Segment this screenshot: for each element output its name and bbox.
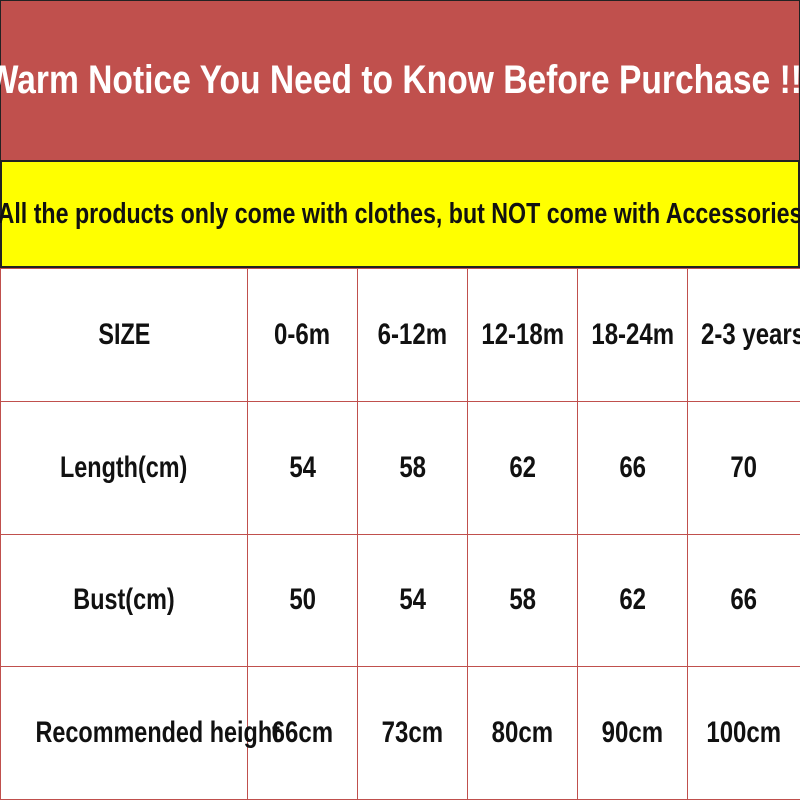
notice-title-banner: Warm Notice You Need to Know Before Purc… (0, 0, 800, 161)
row-label: Length(cm) (0, 400, 248, 535)
table-cell: 80cm (467, 666, 578, 800)
row-label-text: Length(cm) (60, 450, 188, 484)
table-cell: 54 (247, 400, 358, 535)
cell-value: 100cm (706, 716, 782, 750)
table-cell: 70 (687, 400, 800, 535)
row-label-text: Recommended height (35, 716, 280, 750)
accessories-notice-banner: All the products only come with clothes,… (0, 161, 800, 268)
column-header: 18-24m (577, 268, 688, 402)
cell-value: 62 (509, 450, 536, 484)
column-header: 6-12m (357, 268, 468, 402)
column-header-text: 2-3 years (701, 317, 800, 351)
cell-value: 58 (509, 583, 536, 617)
table-row: Length(cm) 54 58 62 66 70 (0, 400, 800, 535)
column-header: SIZE (0, 268, 248, 402)
cell-value: 66 (730, 583, 758, 617)
notice-title: Warm Notice You Need to Know Before Purc… (0, 58, 800, 102)
column-header-text: 6-12m (377, 317, 448, 351)
column-header: 0-6m (247, 268, 358, 402)
table-cell: 62 (577, 533, 688, 668)
table-row: Recommended height 66cm 73cm 80cm 90cm 1… (0, 666, 800, 800)
size-chart-table: SIZE 0-6m 6-12m 12-18m 18-24m 2-3 years … (0, 268, 800, 800)
table-cell: 54 (357, 533, 468, 668)
column-header: 2-3 years (687, 268, 800, 402)
table-cell: 58 (357, 400, 468, 535)
cell-value: 80cm (491, 716, 554, 750)
column-header: 12-18m (467, 268, 578, 402)
column-header-text: 0-6m (274, 317, 331, 351)
cell-value: 54 (399, 583, 426, 617)
row-label-text: Bust(cm) (73, 583, 175, 617)
table-cell: 90cm (577, 666, 688, 800)
table-cell: 62 (467, 400, 578, 535)
cell-value: 50 (289, 583, 316, 617)
cell-value: 73cm (381, 716, 444, 750)
table-cell: 50 (247, 533, 358, 668)
cell-value: 54 (289, 450, 316, 484)
accessories-notice: All the products only come with clothes,… (0, 197, 800, 230)
table-cell: 66 (577, 400, 688, 535)
column-header-text: 12-18m (481, 317, 564, 351)
cell-value: 66cm (271, 716, 334, 750)
row-label: Bust(cm) (0, 533, 248, 668)
table-cell: 100cm (687, 666, 800, 800)
table-cell: 66 (687, 533, 800, 668)
column-header-text: 18-24m (591, 317, 674, 351)
table-row: Bust(cm) 50 54 58 62 66 (0, 533, 800, 668)
row-label: Recommended height (0, 666, 280, 800)
cell-value: 62 (619, 583, 646, 617)
cell-value: 58 (399, 450, 426, 484)
table-cell: 58 (467, 533, 578, 668)
cell-value: 90cm (601, 716, 664, 750)
cell-value: 66 (619, 450, 646, 484)
table-cell: 66cm (247, 666, 358, 800)
column-header-text: SIZE (97, 317, 151, 351)
table-header-row: SIZE 0-6m 6-12m 12-18m 18-24m 2-3 years (0, 268, 800, 402)
cell-value: 70 (730, 450, 758, 484)
table-cell: 73cm (357, 666, 468, 800)
